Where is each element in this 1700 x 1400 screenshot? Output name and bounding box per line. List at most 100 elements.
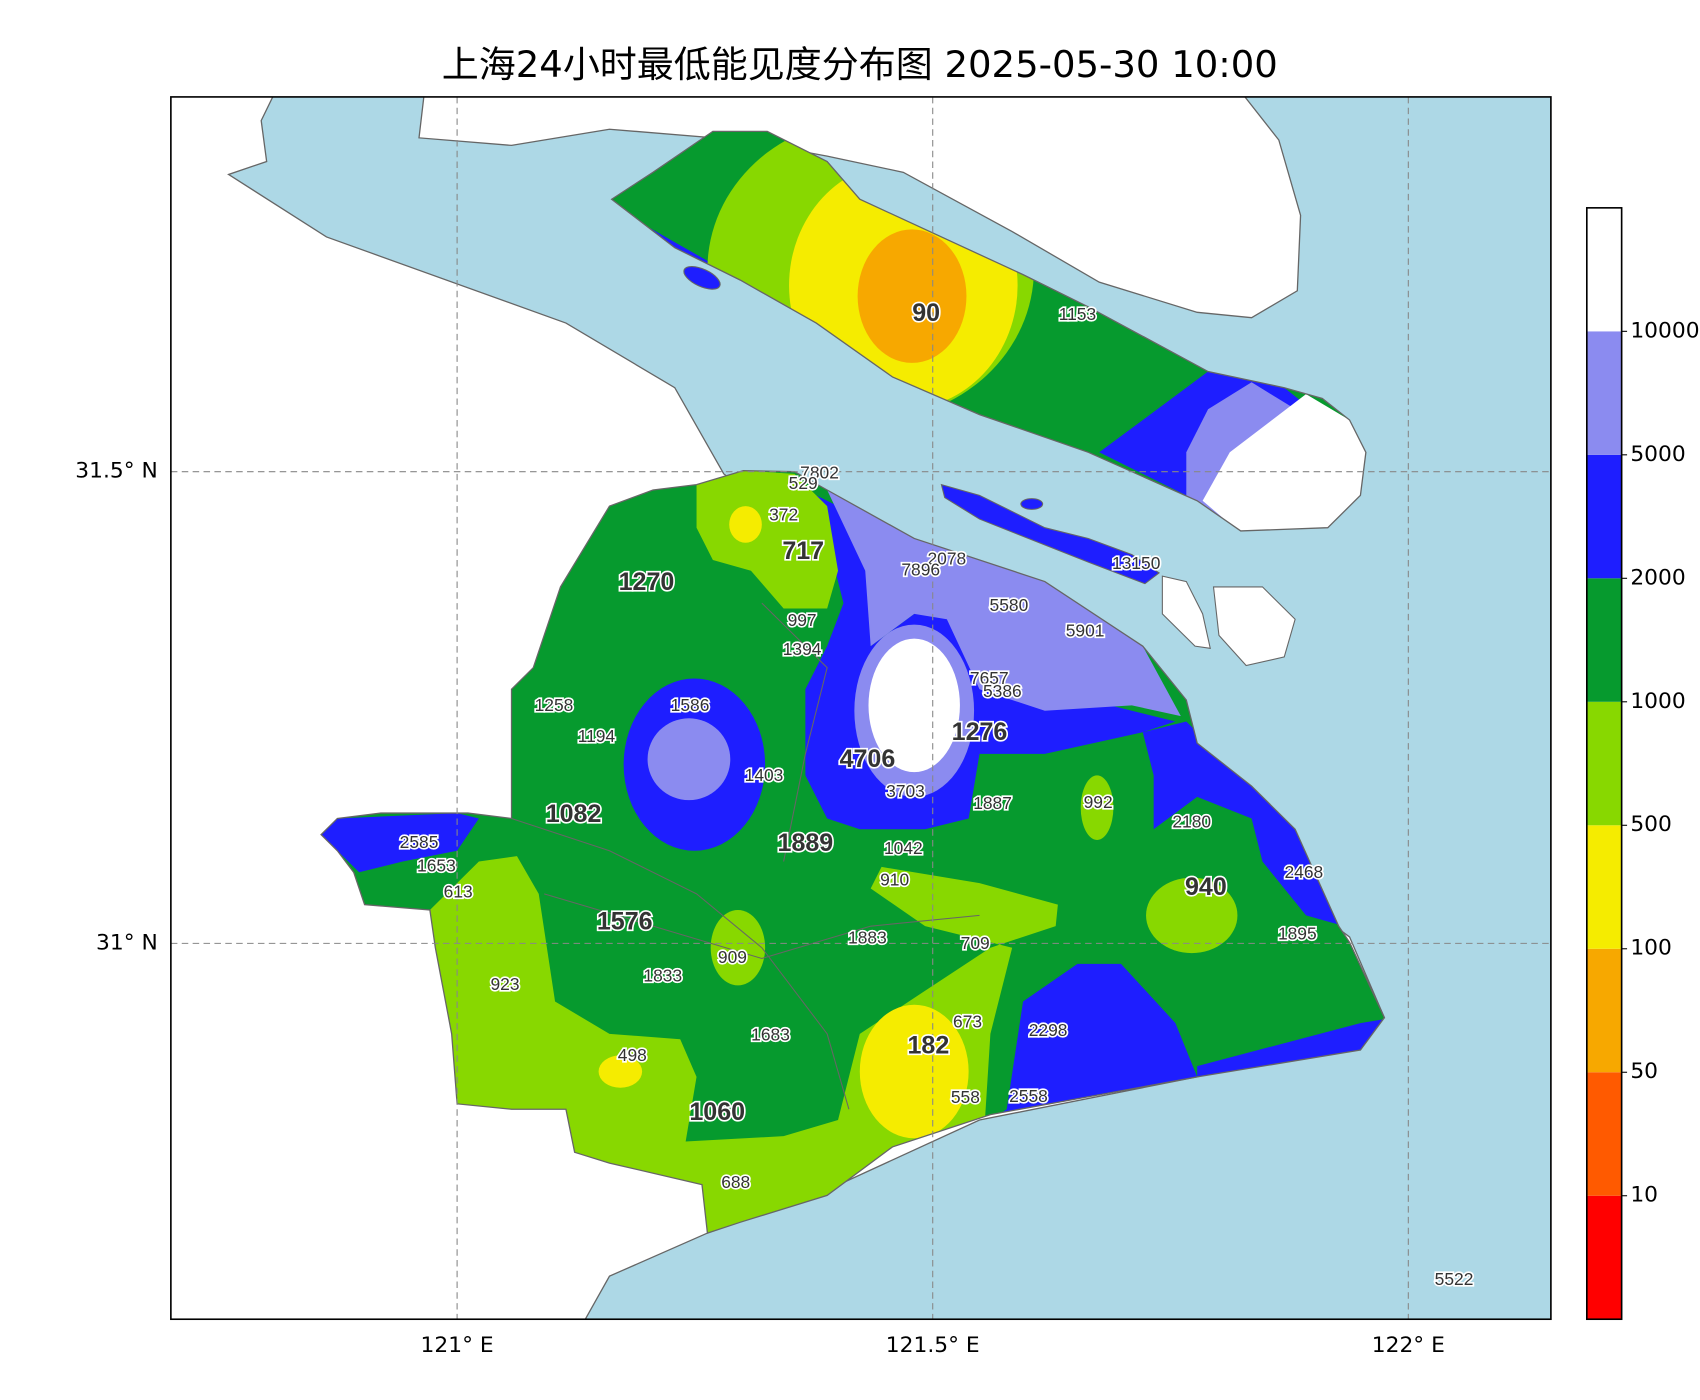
station-value: 5522: [1435, 1269, 1474, 1289]
colorbar-segment: [1586, 1195, 1622, 1320]
visibility-area: [990, 963, 1198, 1120]
island: [1212, 586, 1296, 667]
colorbar-segment: [1586, 207, 1622, 332]
colorbar-segment: [1586, 578, 1622, 702]
island: [940, 483, 1161, 585]
map-frame: [170, 96, 1552, 1321]
station-value: 909: [718, 947, 747, 967]
station-value: 1082: [546, 800, 602, 828]
station-value: 717: [782, 537, 824, 565]
visibility-area: [1146, 877, 1238, 954]
colorbar-label: 10000: [1630, 318, 1699, 343]
colorbar-segment: [1586, 1072, 1622, 1196]
station-value: 1576: [597, 908, 653, 936]
island: [683, 265, 721, 290]
station-value: 1153: [1059, 304, 1096, 324]
shanghai-fill: [321, 470, 1385, 1234]
visibility-area: [857, 229, 967, 363]
station-value: 2180: [1172, 811, 1211, 831]
colorbar-label: 1000: [1630, 689, 1685, 714]
station-value: 7802: [800, 462, 839, 482]
station-value: 372: [769, 504, 798, 524]
visibility-area: [827, 490, 1181, 717]
district-border: [761, 602, 828, 862]
station-value: 997: [788, 610, 817, 630]
station-value: 1883: [848, 928, 887, 948]
colorbar-segment: [1586, 948, 1622, 1073]
station-value: 673: [953, 1012, 982, 1032]
lat-tick-label: 31° N: [96, 930, 158, 955]
station-value: 1895: [1278, 923, 1317, 943]
station-value: 613: [444, 881, 473, 901]
colorbar-label: 10: [1630, 1183, 1658, 1208]
station-value: 2558: [1009, 1086, 1048, 1106]
map-area: [170, 96, 1551, 1320]
station-value: 3703: [886, 781, 925, 801]
station-value: 2468: [1284, 862, 1323, 882]
station-value: 1653: [417, 856, 456, 876]
station-value: 1403: [745, 765, 784, 785]
station-value: 2078: [928, 549, 967, 569]
visibility-area: [1142, 721, 1345, 927]
colorbar-label: 5000: [1630, 442, 1685, 467]
lon-tick-label: 121.5° E: [886, 1333, 980, 1358]
coastline: [610, 130, 1367, 532]
station-value: 5386: [983, 681, 1022, 701]
station-value: 1889: [778, 829, 834, 857]
station-value: 709: [961, 933, 990, 953]
labels: 121° E 121.5° E 122° E 31.5° N 31° N 90 1153 78…: [75, 297, 1475, 1358]
map-title: 上海24小时最低能见度分布图 2025-05-30 10:00: [442, 43, 1278, 86]
station-value: 1194: [578, 726, 616, 746]
visibility-area: [696, 470, 839, 609]
station-value: 992: [1084, 792, 1113, 812]
station-value: 688: [721, 1172, 750, 1192]
colorbar-segment: [1586, 701, 1622, 826]
station-value: 5901: [1066, 621, 1105, 641]
station-value: 2585: [400, 832, 439, 852]
colorbar-frame: [1585, 207, 1623, 1321]
station-value: 1833: [643, 965, 682, 985]
station-value: 1042: [884, 838, 923, 858]
station-value: 1258: [535, 695, 574, 715]
station-value: 498: [618, 1045, 647, 1065]
station-value: 4706: [840, 745, 896, 773]
colorbar-segment: [1586, 825, 1622, 949]
land: [418, 96, 1302, 319]
station-value: 7896: [901, 559, 940, 579]
colorbar-segment: [1586, 454, 1622, 579]
station-value: 182: [907, 1031, 949, 1059]
station-value: 923: [490, 974, 519, 994]
visibility-area: [598, 1055, 643, 1088]
lon-tick-label: 122° E: [1372, 1333, 1445, 1358]
station-value: 1276: [952, 718, 1008, 746]
lat-tick-label: 31.5° N: [75, 459, 158, 484]
station-value: 1683: [751, 1025, 790, 1045]
station-value: 940: [1185, 873, 1227, 901]
visibility-area: [729, 506, 762, 543]
colorbar-label: 500: [1630, 812, 1672, 837]
station-value: 910: [880, 870, 909, 890]
island: [1161, 575, 1211, 649]
visibility-area: [868, 638, 960, 773]
station-value: 1270: [619, 568, 675, 596]
station-value: 5580: [990, 595, 1029, 615]
station-value: 558: [951, 1087, 980, 1107]
coastline: [320, 469, 1386, 1234]
visibility-area: [424, 856, 1058, 1234]
station-value: 1394: [783, 639, 822, 659]
station-value: 7657: [970, 668, 1009, 688]
visibility-area: [710, 910, 766, 986]
colorbar-label: 50: [1630, 1059, 1658, 1084]
station-value: 90: [912, 299, 940, 327]
visibility-area: [1197, 1017, 1385, 1077]
chongming-fill: [611, 131, 1366, 531]
lon-tick-label: 121° E: [421, 1333, 494, 1358]
colorbar-label: 2000: [1630, 565, 1685, 590]
district-border: [544, 893, 980, 960]
station-value: 1887: [973, 793, 1012, 813]
station-value: 2298: [1029, 1020, 1068, 1040]
station-value: 13150: [1112, 553, 1160, 573]
station-value: 1060: [689, 1098, 745, 1126]
